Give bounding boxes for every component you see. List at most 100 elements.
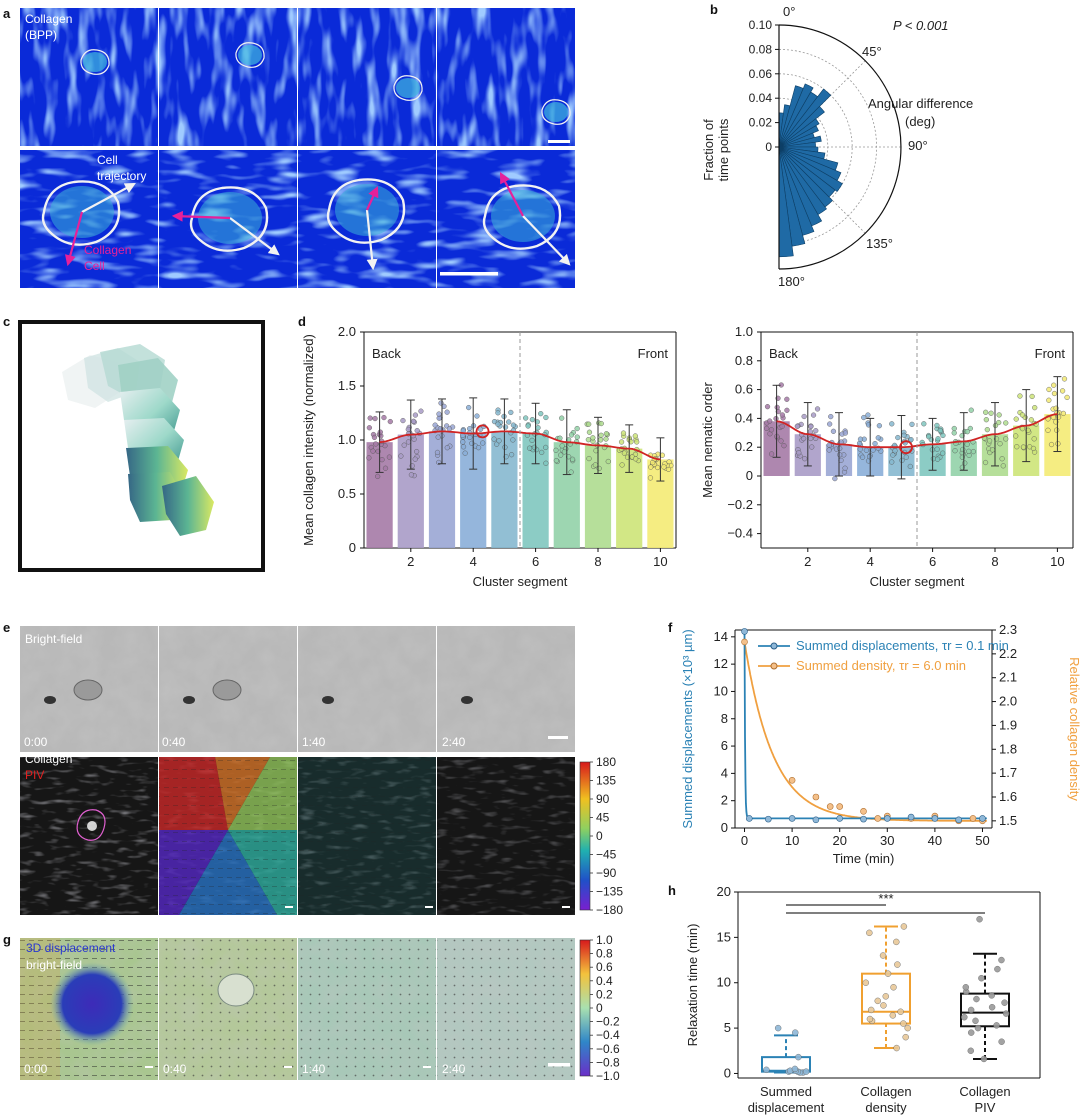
- data-point: [988, 410, 994, 416]
- data-point: [832, 475, 838, 482]
- displacement-point: [955, 816, 962, 824]
- data-point: [801, 413, 807, 420]
- data-point: [964, 429, 971, 435]
- data-point: [859, 454, 866, 460]
- y-tick-label: 2: [721, 793, 728, 808]
- polar-tick-label: 0.08: [749, 42, 773, 56]
- colorbar-tick-label: 1.0: [596, 933, 613, 947]
- data-point: [434, 449, 441, 456]
- collagen-fibers: [437, 8, 575, 146]
- data-point: [908, 436, 914, 443]
- data-point: [1001, 999, 1008, 1006]
- data-point: [872, 440, 878, 447]
- data-point: [960, 446, 966, 453]
- piv-vectors: [298, 757, 436, 915]
- panel-c-frame: [18, 320, 265, 572]
- cell-cluster: [212, 679, 242, 701]
- data-point: [970, 448, 977, 455]
- data-point: [961, 1013, 968, 1021]
- data-point: [907, 463, 913, 470]
- polar-tick-label: 0: [765, 140, 772, 154]
- polar-bar: [778, 118, 820, 148]
- panel-g-time-3: 1:40: [302, 1062, 326, 1076]
- data-point: [480, 440, 486, 446]
- x-tick-label: Summed: [760, 1084, 812, 1099]
- region-front-label: Front: [1035, 346, 1066, 361]
- data-point: [1032, 405, 1038, 411]
- data-point: [980, 1055, 988, 1063]
- cell-outline: [393, 75, 423, 101]
- data-point: [1031, 436, 1037, 442]
- data-point: [568, 469, 574, 475]
- panel-g-time-1: 0:00: [24, 1062, 48, 1076]
- x-tick-label: 4: [470, 554, 477, 569]
- panel-a-trajectory-label: trajectory: [97, 169, 146, 183]
- data-point: [373, 441, 379, 447]
- data-point: [984, 426, 990, 433]
- data-point: [874, 997, 881, 1005]
- data-point: [962, 984, 970, 991]
- data-point: [830, 428, 837, 434]
- displacement-point: [883, 815, 891, 822]
- polar-angle-label: 45°: [862, 44, 882, 59]
- data-point: [491, 436, 497, 442]
- data-point: [967, 1047, 975, 1055]
- y-tick-label: 0: [746, 468, 753, 483]
- data-point: [940, 432, 946, 439]
- data-point: [590, 435, 596, 441]
- data-point: [1059, 388, 1066, 394]
- data-point: [813, 428, 819, 434]
- data-point: [495, 421, 501, 427]
- data-point: [460, 439, 466, 445]
- polar-bar: [778, 88, 832, 148]
- data-point: [889, 459, 895, 465]
- panel-b-angle-label-2: (deg): [905, 114, 935, 129]
- y-tick-label: 8: [721, 711, 728, 726]
- data-point: [1064, 394, 1070, 401]
- cell-cluster: [544, 102, 568, 122]
- density-point: [812, 793, 820, 801]
- data-point: [897, 1008, 904, 1016]
- x-tick-label: 2: [804, 554, 811, 569]
- data-point: [370, 448, 376, 454]
- data-point: [934, 446, 940, 452]
- data-point: [529, 437, 535, 444]
- polar-angle-label: 90°: [908, 138, 928, 153]
- data-point: [596, 465, 602, 472]
- data-point: [964, 441, 970, 448]
- cell-outline: [80, 49, 110, 75]
- data-point: [543, 444, 549, 451]
- cell-outline: [41, 180, 121, 246]
- data-point: [444, 409, 450, 415]
- panel-d: d 0 0.5 1.0 1.5 2.0 2 4 6 8 10 Cluster segment Back…: [298, 314, 1074, 589]
- displacement-point: [741, 628, 748, 635]
- colorbar-tick-label: 0.4: [596, 974, 613, 988]
- colorbar-tick-label: −0.6: [596, 1042, 620, 1056]
- data-point: [988, 992, 995, 999]
- y-tick-label: 0: [724, 1065, 731, 1080]
- data-point: [597, 437, 604, 443]
- x-tick-label: density: [865, 1100, 907, 1115]
- polar-bar: [778, 146, 843, 192]
- debris-spot: [183, 696, 195, 704]
- displacement-point: [836, 815, 844, 822]
- cell-trajectory-arrow: [81, 182, 136, 213]
- x-tick-label: Collagen: [860, 1084, 911, 1099]
- data-point: [1048, 441, 1055, 448]
- data-point: [435, 434, 441, 440]
- y-tick-label: −0.2: [727, 497, 753, 512]
- y-tick-label: 1.0: [338, 432, 356, 447]
- cell-trajectory-arrow: [365, 209, 378, 271]
- colorbar-tick-label: −0.8: [596, 1055, 620, 1069]
- panel-a-collagen-arrow-label: Collagen: [84, 243, 131, 257]
- data-point: [882, 993, 890, 1000]
- y-tick-label: 1.0: [735, 324, 753, 339]
- colorbar-tick-label: −180: [596, 903, 623, 917]
- data-point: [1003, 420, 1009, 426]
- data-point: [650, 459, 656, 466]
- data-point: [1046, 397, 1052, 403]
- data-point: [837, 445, 843, 452]
- data-point: [401, 442, 407, 448]
- displacement-point: [907, 813, 915, 821]
- data-point: [968, 407, 974, 413]
